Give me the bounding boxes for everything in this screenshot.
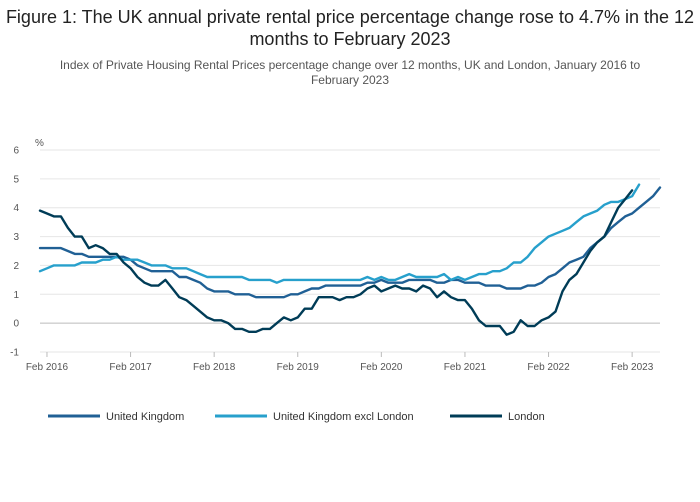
legend-label: United Kingdom — [106, 411, 184, 423]
series-line-3 — [38, 189, 634, 336]
x-axis-ticks: Feb 2016 Feb 2017 Feb 2018 Feb 2019 Feb 2020… — [26, 352, 654, 373]
x-tick-label: Feb 2020 — [360, 362, 403, 373]
legend-label: United Kingdom excl London — [273, 411, 414, 423]
series-line-2 — [38, 183, 641, 284]
series-lines — [38, 183, 662, 336]
y-tick-label: 2 — [13, 261, 19, 272]
legend: United Kingdom United Kingdom excl London… — [48, 411, 545, 423]
x-tick-label: Feb 2023 — [611, 362, 654, 373]
y-tick-label: 3 — [13, 232, 19, 243]
x-tick-label: Feb 2017 — [109, 362, 152, 373]
y-tick-label: 4 — [13, 203, 19, 214]
y-axis-label: % — [35, 138, 44, 149]
gridlines — [40, 149, 660, 353]
x-tick-label: Feb 2022 — [527, 362, 570, 373]
y-tick-label: -1 — [10, 348, 19, 359]
chart-title: Figure 1: The UK annual private rental p… — [5, 7, 695, 49]
y-tick-label: 5 — [13, 174, 19, 185]
legend-label: London — [508, 411, 545, 423]
series-line-1 — [38, 186, 662, 299]
x-tick-label: Feb 2021 — [444, 362, 487, 373]
x-tick-label: Feb 2019 — [277, 362, 320, 373]
x-tick-label: Feb 2016 — [26, 362, 69, 373]
y-tick-label: 0 — [13, 319, 19, 330]
y-tick-label: 1 — [13, 290, 19, 301]
y-axis-ticks: -1 0 1 2 3 4 5 6 — [10, 146, 19, 359]
x-tick-label: Feb 2018 — [193, 362, 236, 373]
y-tick-label: 6 — [13, 146, 19, 157]
chart-subtitle: Index of Private Housing Rental Prices p… — [59, 58, 641, 87]
